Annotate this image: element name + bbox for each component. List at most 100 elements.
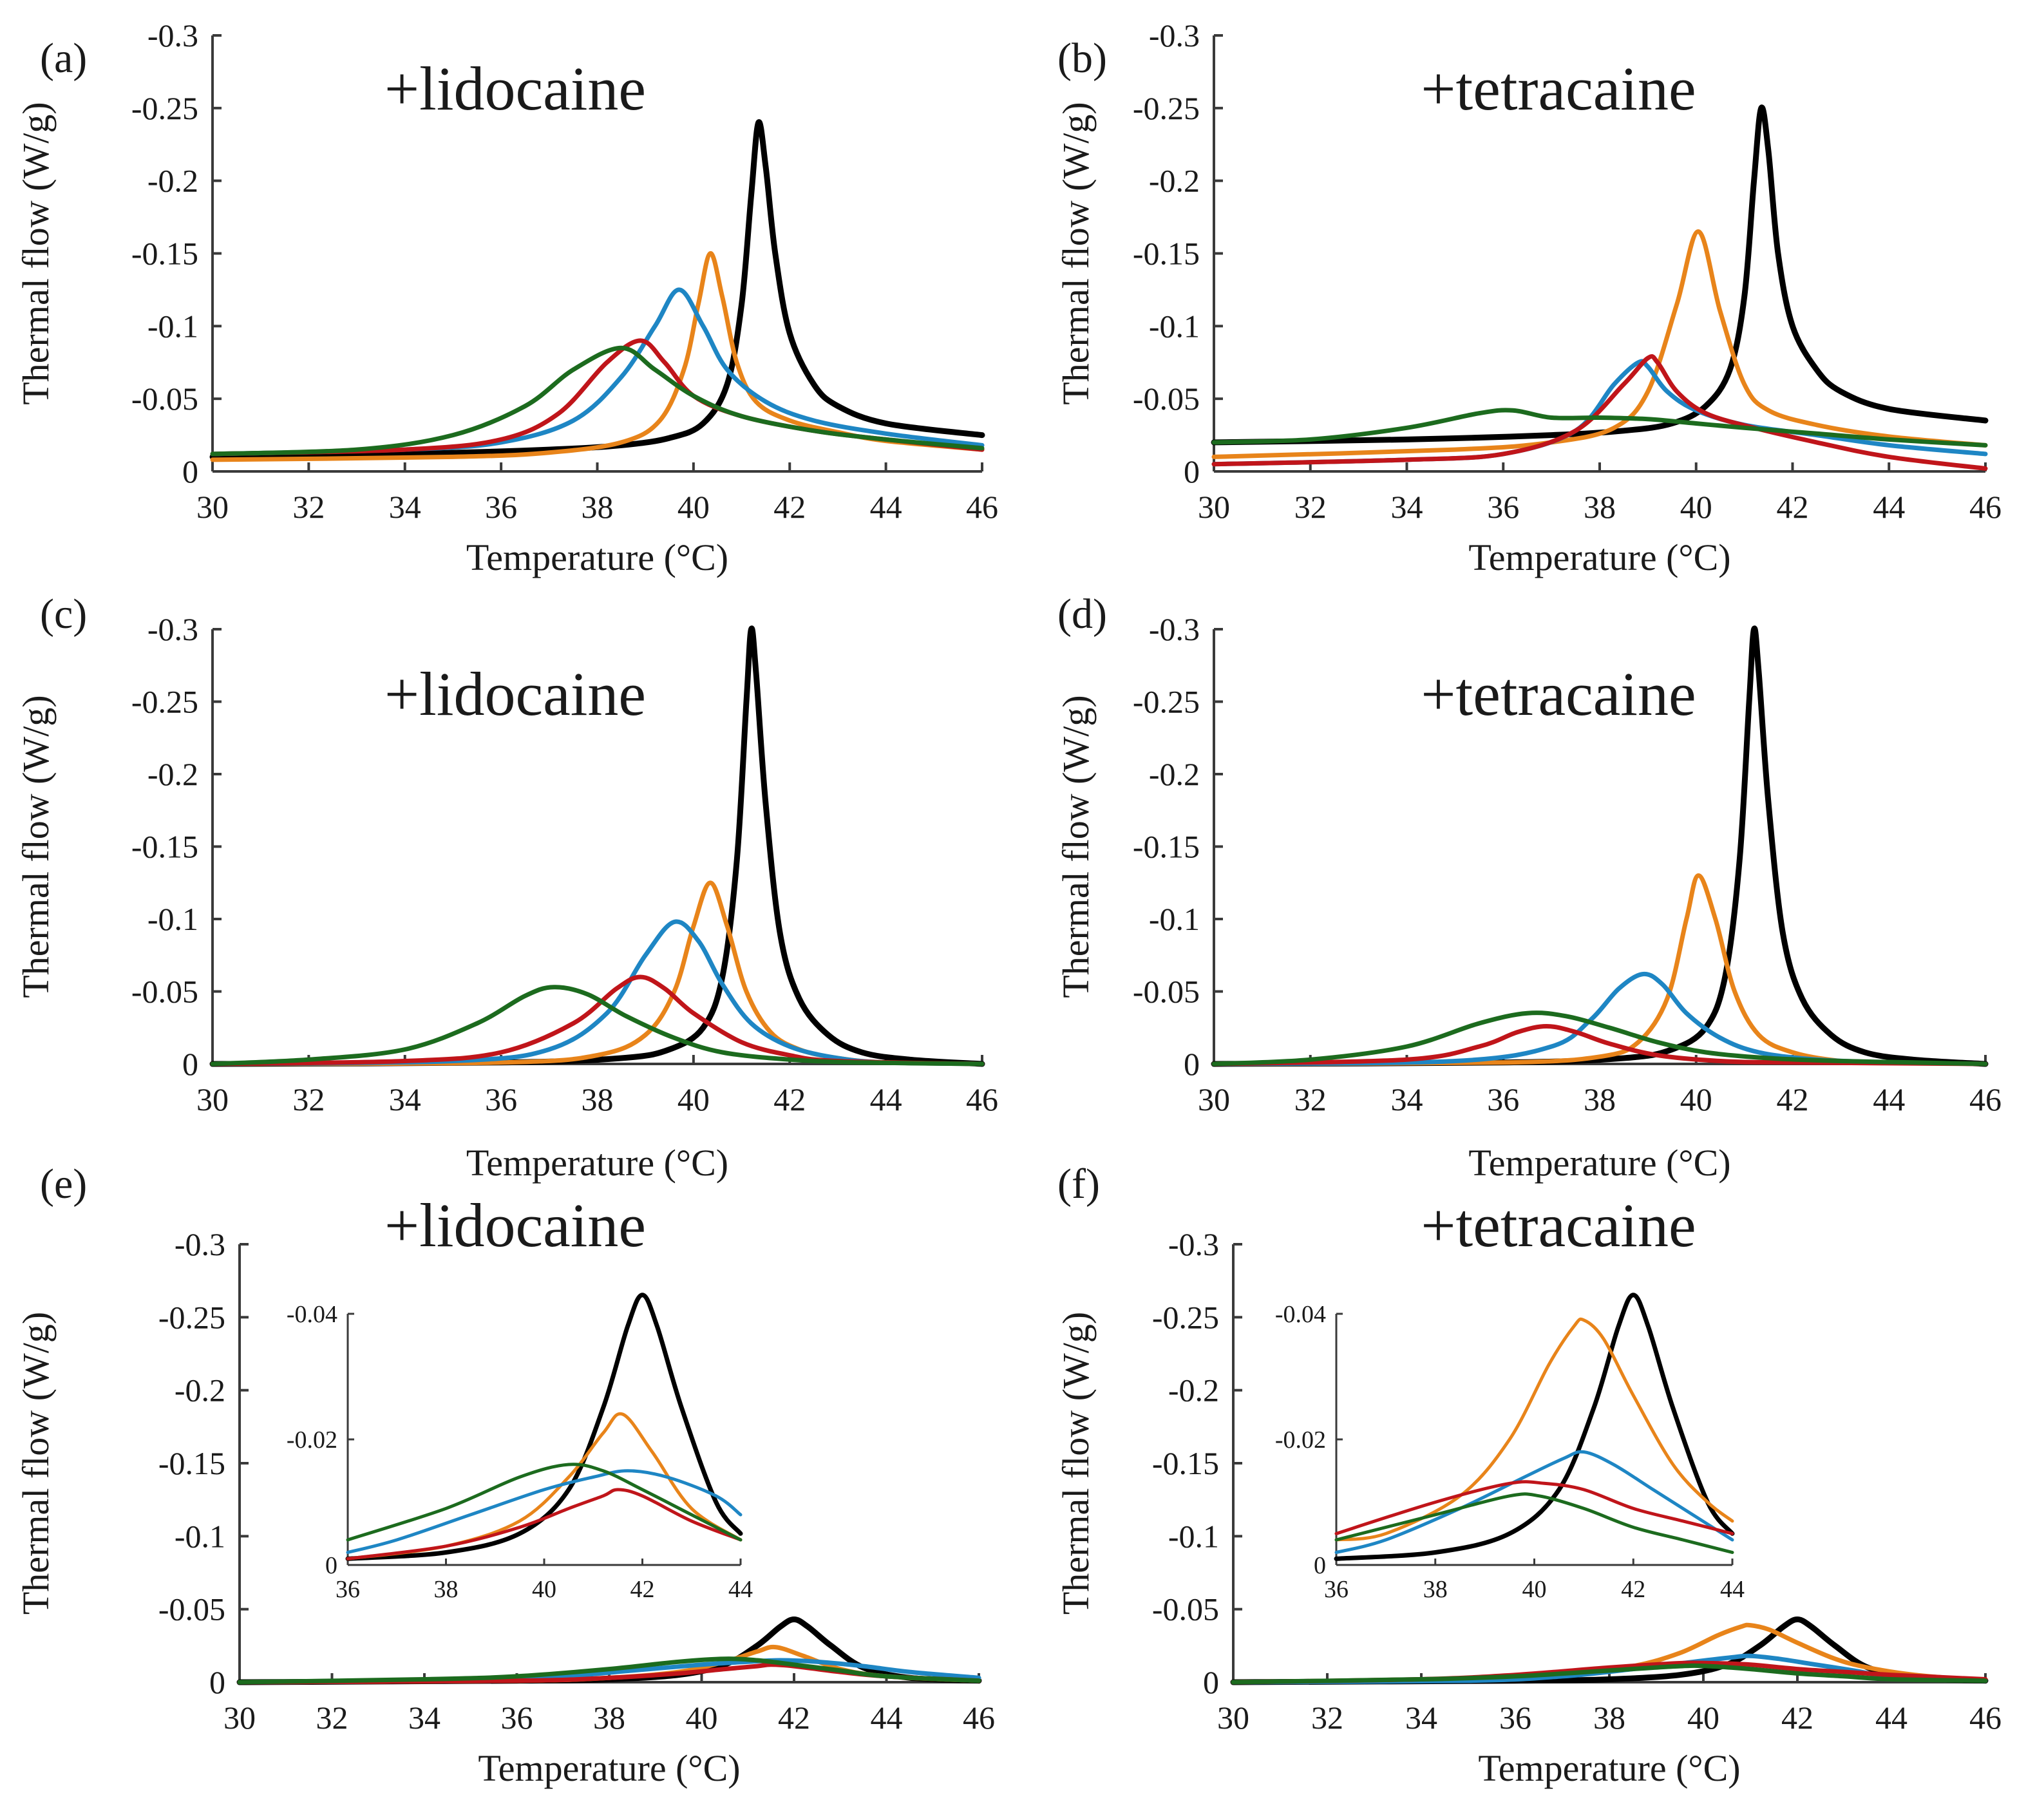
drug-label: +tetracaine: [1421, 1191, 1696, 1260]
x-tick-label: 40: [686, 1700, 718, 1736]
inset-x-tick-label: 38: [1423, 1576, 1448, 1603]
panel-e: 0 -0.05 -0.1 -0.15 -0.2 -0.25 -0.3 30 32 34 36 38 40…: [15, 1161, 995, 1789]
y-tick-label: -0.25: [131, 684, 198, 720]
panel-label: (c): [40, 591, 87, 638]
y-tick-label: -0.1: [1168, 1518, 1219, 1554]
panel-label: (e): [40, 1161, 87, 1208]
x-tick-label: 40: [1680, 1081, 1712, 1117]
panel-f: 0 -0.05 -0.1 -0.15 -0.2 -0.25 -0.3 30 32 34 36 38 40…: [1055, 1161, 2002, 1789]
series-green-line: [237, 1656, 981, 1685]
x-tick-label: 30: [196, 1081, 229, 1117]
y-tick-label: -0.05: [1152, 1591, 1219, 1627]
x-tick-label: 32: [292, 1081, 325, 1117]
x-tick-label: 42: [773, 489, 806, 525]
x-tick-label: 32: [1294, 1081, 1327, 1117]
x-tick-label: 32: [1311, 1700, 1343, 1736]
x-tick-label: 34: [1391, 1081, 1423, 1117]
x-tick-label: 38: [1584, 1081, 1616, 1117]
y-tick-label: -0.1: [147, 308, 198, 344]
inset-chart: 0 -0.02 -0.04 36 38 40 42 44: [1275, 1293, 1745, 1603]
series-red-line: [1211, 354, 1988, 471]
x-tick-label: 40: [677, 1081, 710, 1117]
inset-x-tick-label: 44: [728, 1576, 753, 1603]
y-tick-label: -0.2: [1149, 756, 1200, 792]
y-tick-label: -0.25: [1133, 90, 1200, 126]
series-green-line: [210, 345, 985, 457]
panel-a: 0 -0.05 -0.1 -0.15 -0.2 -0.25 -0.3 30 32 34 36 38 40…: [15, 17, 998, 578]
inset-series-red-line: [346, 1488, 743, 1560]
panel-label: (d): [1057, 591, 1107, 638]
x-tick-label: 46: [1969, 1700, 2002, 1736]
x-tick-label: 36: [485, 1081, 517, 1117]
series-black-line: [209, 625, 985, 1067]
panel-c: 0 -0.05 -0.1 -0.15 -0.2 -0.25 -0.3 30 32 34 36 38 40…: [15, 591, 998, 1184]
x-tick-label: 34: [1405, 1700, 1437, 1736]
x-tick-label: 42: [778, 1700, 810, 1736]
inset-y-tick-label: -0.02: [1275, 1427, 1326, 1454]
drug-label: +lidocaine: [384, 659, 646, 728]
x-tick-label: 40: [677, 489, 710, 525]
inset-x-tick-label: 40: [532, 1576, 556, 1603]
series-blue-line: [210, 919, 985, 1066]
y-axis-label: Thermal flow (W/g): [15, 1312, 57, 1615]
x-tick-label: 42: [773, 1081, 806, 1117]
x-tick-label: 36: [1499, 1700, 1531, 1736]
series-red-line: [210, 974, 985, 1066]
inset-x-tick-label: 42: [1621, 1576, 1645, 1603]
y-tick-label: -0.25: [158, 1299, 225, 1335]
x-tick-label: 30: [1198, 489, 1230, 525]
series-blue-line: [1211, 971, 1988, 1066]
x-tick-label: 42: [1777, 489, 1809, 525]
x-tick-label: 44: [870, 1081, 902, 1117]
inset-x-tick-label: 40: [1522, 1576, 1547, 1603]
series-green-line: [1231, 1663, 1988, 1685]
y-tick-label: -0.2: [175, 1372, 225, 1408]
x-tick-label: 34: [408, 1700, 440, 1736]
x-tick-label: 38: [1593, 1700, 1625, 1736]
x-tick-label: 40: [1680, 489, 1712, 525]
x-tick-label: 46: [1969, 489, 2002, 525]
y-tick-label: -0.3: [1149, 17, 1200, 53]
x-tick-label: 46: [966, 489, 998, 525]
y-tick-label: 0: [1184, 453, 1200, 489]
x-axis-label: Temperature (°C): [466, 1142, 728, 1184]
x-tick-label: 32: [292, 489, 325, 525]
drug-label: +lidocaine: [384, 1191, 646, 1260]
series-green-line: [210, 985, 985, 1066]
inset-series-green-line: [346, 1463, 743, 1542]
y-tick-label: -0.1: [147, 901, 198, 937]
panel-label: (a): [40, 35, 87, 82]
inset-series-black-line: [1334, 1293, 1735, 1561]
drug-label: +tetracaine: [1421, 659, 1696, 728]
inset-series-green-line: [1334, 1492, 1734, 1554]
x-tick-label: 42: [1781, 1700, 1813, 1736]
y-tick-label: -0.2: [147, 163, 198, 199]
y-tick-label: -0.3: [147, 611, 198, 647]
y-axis-label: Thermal flow (W/g): [1055, 695, 1097, 998]
y-tick-label: -0.15: [1133, 236, 1200, 272]
series-black-line: [1211, 104, 1989, 446]
x-tick-label: 46: [1969, 1081, 2002, 1117]
inset-series-black-line: [345, 1293, 743, 1561]
inset-x-tick-label: 44: [1720, 1576, 1745, 1603]
y-tick-label: -0.05: [1133, 381, 1200, 417]
y-axis-label: Thermal flow (W/g): [15, 102, 57, 404]
series-black-line: [209, 119, 985, 460]
inset-chart: 0 -0.02 -0.04 36 38 40 42 44: [287, 1293, 753, 1603]
x-tick-label: 44: [1873, 489, 1905, 525]
y-axis-label: Thermal flow (W/g): [1055, 102, 1097, 404]
y-tick-label: -0.05: [1133, 974, 1200, 1010]
inset-series-orange-line: [1334, 1317, 1734, 1542]
inset-series-blue-line: [346, 1469, 743, 1554]
series-black-line: [1211, 625, 1989, 1067]
y-tick-label: 0: [1184, 1046, 1200, 1082]
x-tick-label: 38: [582, 1081, 614, 1117]
y-tick-label: -0.15: [1133, 829, 1200, 865]
panel-label: (f): [1057, 1161, 1100, 1208]
x-tick-label: 38: [1584, 489, 1616, 525]
x-tick-label: 36: [1487, 1081, 1519, 1117]
x-tick-label: 44: [1873, 1081, 1905, 1117]
x-tick-label: 46: [963, 1700, 995, 1736]
x-tick-label: 30: [196, 489, 229, 525]
